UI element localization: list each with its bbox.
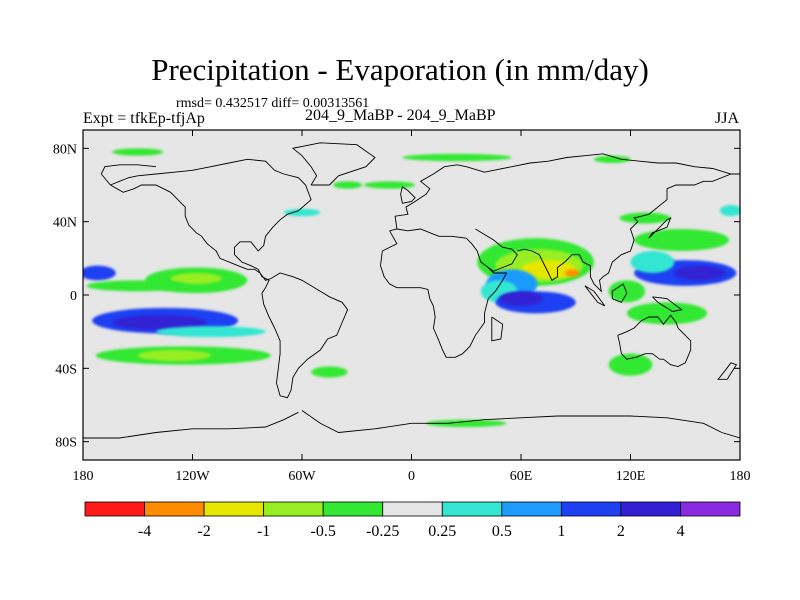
contour-region-n-atlantic-green: [364, 181, 416, 189]
colorbar-box: [620, 501, 681, 517]
experiment-label: Expt = tfkEp-tfjAp: [83, 110, 205, 127]
colorbar-level-label: 2: [617, 523, 625, 540]
colorbar-box: [263, 501, 324, 517]
coastline-segment: [291, 142, 376, 186]
coastline-layer: [83, 142, 740, 439]
coastline-segment: [584, 285, 606, 307]
y-tick-label: 0: [70, 289, 77, 304]
contour-region-cyan-ne-pacific: [719, 205, 740, 217]
coastline-segment: [717, 362, 738, 380]
contour-region-arctic-green-1: [112, 148, 164, 156]
y-tick-label: 40N: [53, 216, 77, 231]
coastline-segment: [617, 314, 692, 367]
contour-region-w-pacific-cyan: [630, 251, 675, 273]
x-tick-label: 60W: [288, 469, 316, 484]
coastline-segment: [517, 173, 732, 293]
colorbar-box: [322, 501, 384, 517]
colorbar-box: [441, 501, 503, 517]
contour-region-s-pacific-cyan: [156, 326, 266, 338]
case-label: 204_9_MaBP - 204_9_MaBP: [305, 107, 496, 124]
contour-region-asia-orange: [564, 269, 580, 277]
colorbar-level-label: -0.25: [366, 523, 399, 540]
colorbar-box: [501, 501, 562, 517]
x-tick-label: 0: [408, 469, 415, 484]
contour-region-africa-south-green: [426, 419, 507, 428]
coastline-segment: [611, 283, 628, 303]
colorbar-level-label: 4: [676, 523, 684, 540]
x-axis: 180 120W 60W 0 60E 120E 180: [73, 130, 751, 484]
coastline-segment: [491, 316, 504, 342]
rmsd-diff-stats: rmsd= 0.432517 diff= 0.00313561: [176, 96, 370, 111]
coastline-segment: [100, 164, 157, 186]
coastline-segment: [301, 410, 740, 439]
season-label: JJA: [715, 110, 740, 127]
contour-region-n-pacific-east-yellow: [170, 273, 222, 284]
y-axis: 80N 40N 0 40S 80S: [53, 142, 740, 451]
y-tick-label: 80N: [53, 142, 77, 157]
contour-region-s-pacific-darkblue: [112, 315, 208, 330]
contour-region-arctic-green-4: [333, 181, 363, 189]
colorbar-level-label: -1: [257, 523, 270, 540]
coastline-segment: [110, 158, 349, 399]
colorbar: -4 -2 -1 -0.5 -0.25 0.25 0.5 1 2 4: [84, 501, 741, 540]
contour-region-tropic-green-pacific: [608, 280, 646, 303]
contour-region-s-atlantic-green: [311, 366, 348, 378]
y-tick-label: 40S: [55, 362, 77, 377]
colorbar-box: [382, 501, 443, 517]
x-tick-label: 180: [73, 469, 94, 484]
contour-region-sea-green: [619, 212, 671, 224]
coastline-segment: [652, 296, 683, 312]
colorbar-box: [144, 501, 205, 517]
colorbar-box: [203, 501, 265, 517]
contour-region-w-pacific-darkblue: [674, 265, 726, 281]
coastline-segment: [380, 228, 508, 358]
x-tick-label: 60E: [510, 469, 533, 484]
coastline-segment: [475, 228, 518, 272]
coastline-segment: [400, 186, 416, 204]
contour-region-arctic-green-3: [594, 155, 631, 163]
contour-region-aus-south-green: [608, 353, 653, 376]
colorbar-level-label: 0.25: [428, 523, 456, 540]
y-tick-label: 80S: [55, 436, 77, 451]
contour-region-s-midlat-lightgreen: [137, 350, 211, 361]
coastline-segment: [648, 217, 672, 239]
colorbar-box: [560, 501, 622, 517]
contour-region-n-atlantic-cyan: [283, 208, 321, 217]
coastline-segment: [394, 153, 740, 230]
coastline-segment: [83, 411, 299, 439]
contour-region-indian-ocean-darkblue: [499, 291, 543, 306]
chart-title: Precipitation - Evaporation (in mm/day): [151, 52, 649, 87]
contour-region-n-pacific-green-strip: [86, 280, 189, 292]
colorbar-level-label: -2: [197, 523, 210, 540]
x-tick-label: 180: [730, 469, 751, 484]
colorbar-box: [680, 501, 741, 517]
contour-region-arctic-green-2: [402, 153, 512, 162]
x-tick-label: 120W: [175, 469, 210, 484]
colorbar-level-label: -4: [138, 523, 151, 540]
contour-region-asia-yellow: [521, 260, 576, 279]
colorbar-level-label: 0.5: [492, 523, 512, 540]
colorbar-level-label: 1: [557, 523, 565, 540]
contour-region-n-pacific-west-blue: [83, 265, 116, 281]
colorbar-box: [84, 501, 145, 517]
x-tick-label: 120E: [616, 469, 646, 484]
contour-region-n-pacific-north-green: [634, 229, 730, 251]
contour-region-sw-pacific-green: [626, 302, 708, 325]
colorbar-level-label: -0.5: [311, 523, 336, 540]
